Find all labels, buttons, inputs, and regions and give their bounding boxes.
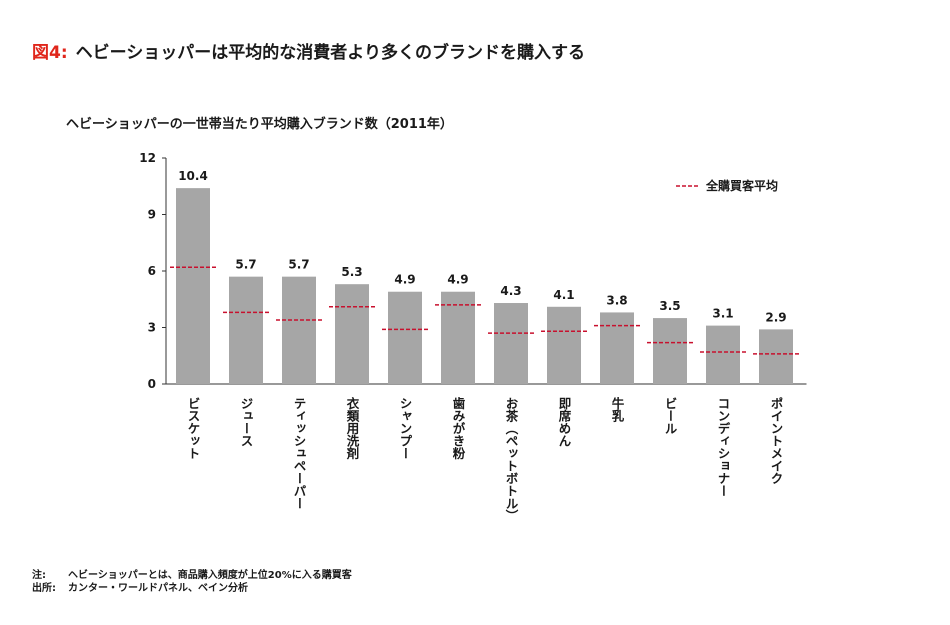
category-labels: ビスケット ジュース ティッシュペーパー 衣類用洗剤 シャンプー 歯みがき粉 お茶（ペットボ… xyxy=(186,396,784,522)
figure-number: 図4: xyxy=(32,43,68,63)
value-label: 2.9 xyxy=(765,310,786,324)
value-label: 5.7 xyxy=(288,258,309,272)
value-labels: 10.4 5.7 5.7 5.3 4.9 4.9 4.3 4.1 3.8 3.5 3.1 2.9 xyxy=(178,169,786,324)
y-axis: 0 3 6 9 12 xyxy=(139,151,807,391)
bar xyxy=(441,291,475,384)
bar xyxy=(229,276,263,384)
value-label: 4.9 xyxy=(447,273,468,287)
note-row: 注: ヘビーショッパーとは、商品購入頻度が上位20%に入る購買客 xyxy=(32,569,352,582)
category-label: コンディショナー xyxy=(716,397,731,497)
value-label: 10.4 xyxy=(178,169,208,183)
category-label: ジュース xyxy=(239,397,254,447)
source-row: 出所: カンター・ワールドパネル、ベイン分析 xyxy=(32,582,352,595)
figure-title-text: ヘビーショッパーは平均的な消費者より多くのブランドを購入する xyxy=(75,43,585,63)
bar xyxy=(335,284,369,384)
bar xyxy=(282,276,316,384)
bar xyxy=(494,303,528,384)
value-label: 4.1 xyxy=(553,288,574,302)
y-tick-label: 12 xyxy=(139,151,156,165)
bar xyxy=(653,318,687,384)
category-label: 歯みがき粉 xyxy=(451,396,466,460)
notes: 注: ヘビーショッパーとは、商品購入頻度が上位20%に入る購買客 出所: カンター・… xyxy=(32,569,352,595)
value-label: 4.3 xyxy=(500,284,521,298)
bar xyxy=(600,312,634,384)
legend: 全購買客平均 xyxy=(676,178,778,193)
chart-title: ヘビーショッパーの一世帯当たり平均購入ブランド数（2011年） xyxy=(66,117,453,132)
bar xyxy=(388,291,422,384)
value-label: 4.9 xyxy=(394,273,415,287)
value-label: 5.3 xyxy=(341,265,362,279)
category-label: 牛乳 xyxy=(610,396,625,423)
category-label: ポイントメイク xyxy=(769,396,784,485)
bar xyxy=(706,325,740,384)
value-label: 3.5 xyxy=(659,299,680,313)
value-label: 3.1 xyxy=(712,307,733,321)
y-tick-label: 9 xyxy=(148,208,156,222)
note-key: 注: xyxy=(32,570,46,581)
bar xyxy=(547,306,581,384)
y-tick-label: 3 xyxy=(148,321,156,335)
category-label: ティッシュペーパー xyxy=(292,397,307,510)
value-label: 5.7 xyxy=(235,258,256,272)
legend-label: 全購買客平均 xyxy=(705,178,778,193)
source-text: カンター・ワールドパネル、ベイン分析 xyxy=(68,583,248,594)
category-label: 即席めん xyxy=(557,397,572,447)
value-label: 3.8 xyxy=(606,293,627,307)
note-text: ヘビーショッパーとは、商品購入頻度が上位20%に入る購買客 xyxy=(68,570,352,581)
category-label: 衣類用洗剤 xyxy=(345,396,360,460)
bar xyxy=(176,188,210,384)
average-markers xyxy=(170,266,799,355)
figure-title: 図4: ヘビーショッパーは平均的な消費者より多くのブランドを購入する xyxy=(32,38,585,63)
y-tick-label: 6 xyxy=(148,264,156,278)
category-label: ビスケット xyxy=(186,397,201,460)
category-label: ビール xyxy=(663,397,678,435)
bar xyxy=(759,329,793,384)
y-tick-label: 0 xyxy=(148,377,156,391)
source-key: 出所: xyxy=(32,583,56,594)
category-label: お茶（ペットボトル） xyxy=(504,397,519,522)
bars xyxy=(176,188,793,384)
category-label: シャンプー xyxy=(398,397,413,460)
